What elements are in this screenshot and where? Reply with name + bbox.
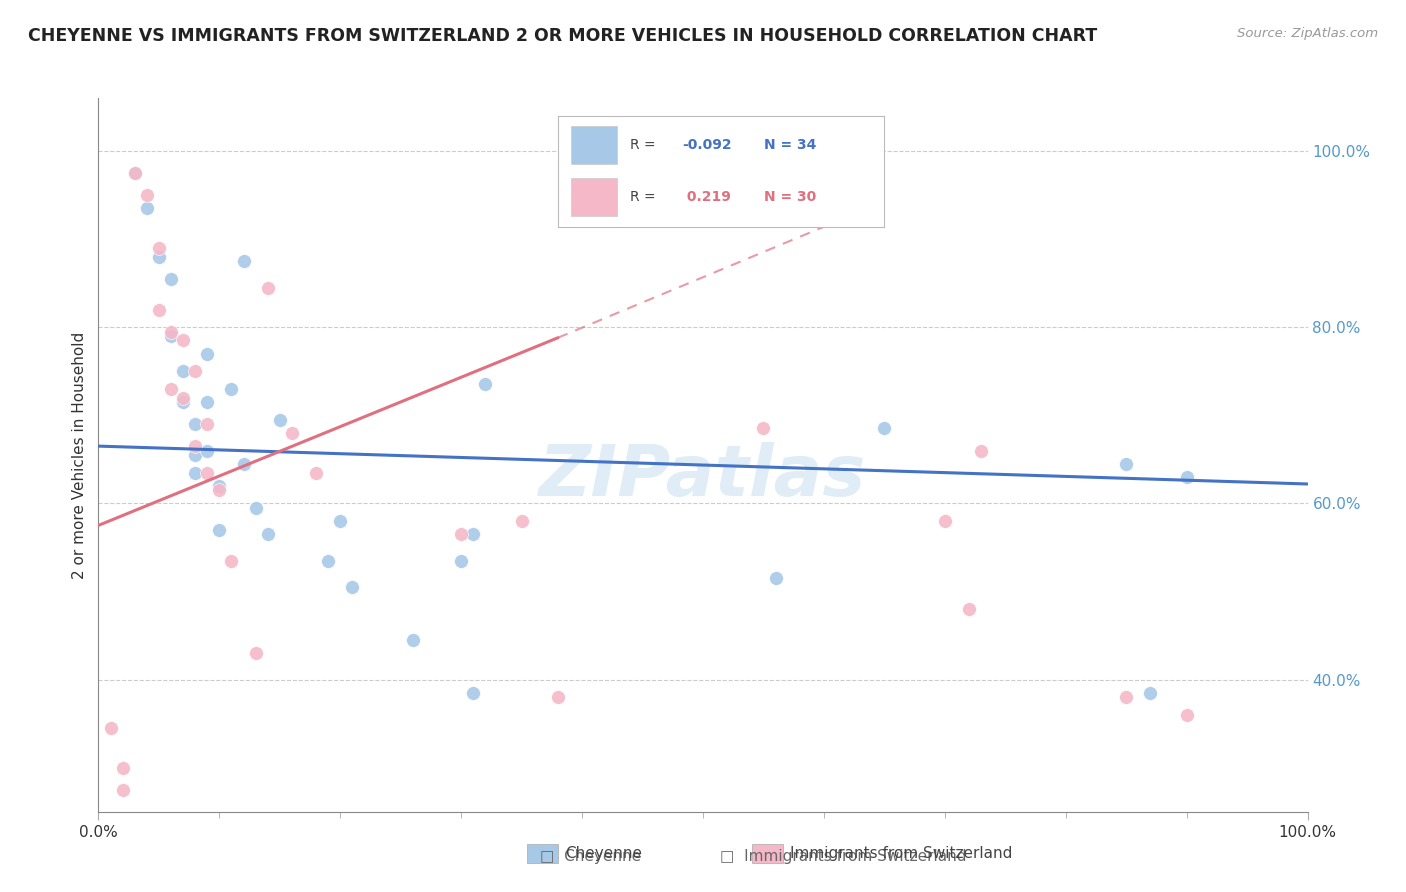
Text: Cheyenne: Cheyenne <box>565 847 643 861</box>
Point <box>148 241 170 255</box>
Point <box>245 646 267 660</box>
Point <box>463 527 485 541</box>
Point <box>281 425 304 440</box>
Point <box>305 466 328 480</box>
Point <box>184 448 207 462</box>
Point <box>160 325 183 339</box>
Point <box>195 346 218 360</box>
Y-axis label: 2 or more Vehicles in Household: 2 or more Vehicles in Household <box>72 331 87 579</box>
Point <box>221 554 243 568</box>
Point <box>135 201 157 215</box>
Point <box>256 280 278 294</box>
Point <box>124 166 146 180</box>
Point <box>1115 457 1137 471</box>
Point <box>510 514 533 528</box>
Bar <box>527 844 558 863</box>
Point <box>970 443 993 458</box>
Point <box>450 527 472 541</box>
Point <box>547 690 569 705</box>
Point <box>148 302 170 317</box>
Point <box>195 417 218 431</box>
Text: □  Immigrants from Switzerland: □ Immigrants from Switzerland <box>720 849 967 863</box>
Point <box>172 364 194 378</box>
Point <box>172 334 194 348</box>
Point <box>100 721 122 735</box>
Point <box>402 632 425 647</box>
Point <box>148 250 170 264</box>
Point <box>450 554 472 568</box>
Point <box>195 395 218 409</box>
Point <box>316 554 339 568</box>
Text: Immigrants from Switzerland: Immigrants from Switzerland <box>790 847 1012 861</box>
Point <box>256 527 278 541</box>
Point <box>208 479 231 493</box>
Point <box>934 514 956 528</box>
Point <box>184 364 207 378</box>
Point <box>342 580 364 594</box>
Bar <box>752 844 783 863</box>
Point <box>329 514 352 528</box>
Point <box>1139 686 1161 700</box>
Point <box>172 391 194 405</box>
Point <box>184 466 207 480</box>
Point <box>752 421 775 435</box>
Point <box>184 439 207 453</box>
Point <box>269 412 291 426</box>
Point <box>1175 707 1198 722</box>
Text: ZIPatlas: ZIPatlas <box>540 442 866 511</box>
Point <box>463 686 485 700</box>
Point <box>195 443 218 458</box>
Point <box>111 761 134 775</box>
Point <box>245 500 267 515</box>
Point <box>124 166 146 180</box>
Point <box>195 466 218 480</box>
Point <box>1115 690 1137 705</box>
Text: Source: ZipAtlas.com: Source: ZipAtlas.com <box>1237 27 1378 40</box>
Point <box>135 188 157 202</box>
Text: CHEYENNE VS IMMIGRANTS FROM SWITZERLAND 2 OR MORE VEHICLES IN HOUSEHOLD CORRELAT: CHEYENNE VS IMMIGRANTS FROM SWITZERLAND … <box>28 27 1097 45</box>
Point <box>221 382 243 396</box>
Point <box>184 417 207 431</box>
Point <box>232 254 254 268</box>
Point <box>765 571 787 585</box>
Point <box>160 382 183 396</box>
Point <box>208 523 231 537</box>
Point <box>873 421 896 435</box>
Point <box>111 782 134 797</box>
Point <box>1175 470 1198 484</box>
Point <box>208 483 231 498</box>
Point <box>160 271 183 285</box>
Point <box>172 395 194 409</box>
Point <box>232 457 254 471</box>
Point <box>474 377 496 392</box>
Point <box>957 602 980 616</box>
Text: □  Cheyenne: □ Cheyenne <box>540 849 641 863</box>
Point <box>160 329 183 343</box>
